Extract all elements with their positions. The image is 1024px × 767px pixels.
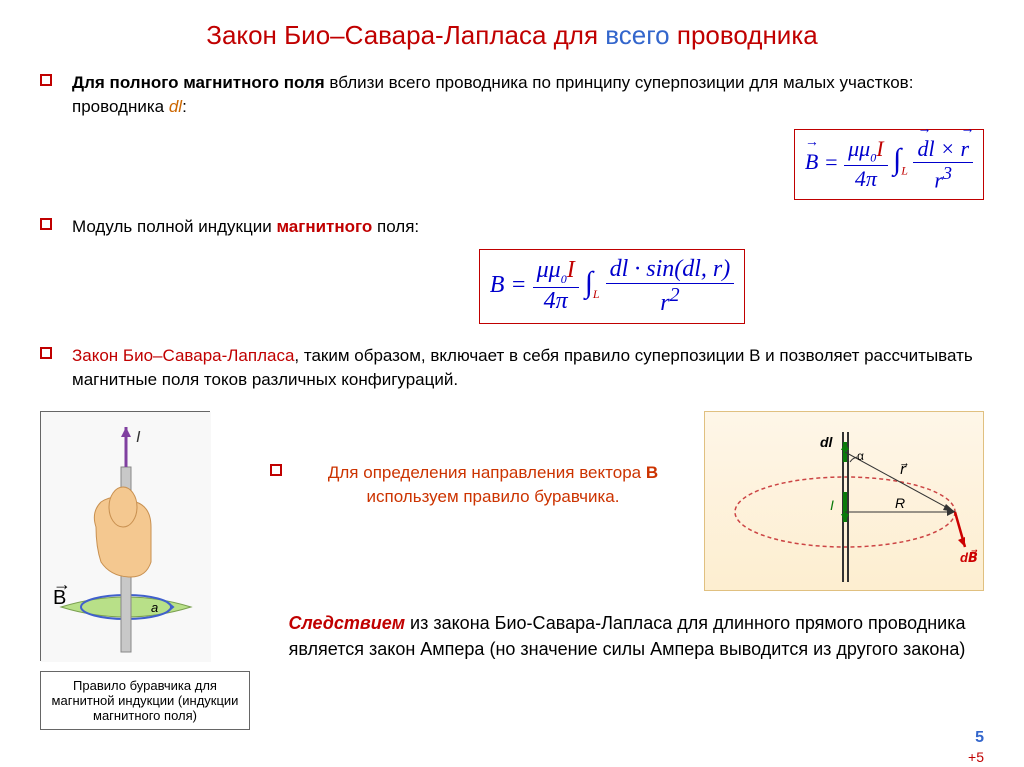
center-column: Для определения направления вектора B ис… — [270, 411, 984, 730]
label-R: R — [895, 495, 905, 511]
bullet-1-text: Для полного магнитного поля вблизи всего… — [72, 71, 984, 119]
page-title: Закон Био–Савара-Лапласа для всего прово… — [40, 20, 984, 51]
bullet-icon — [270, 464, 282, 476]
bullet-4: Для определения направления вектора B ис… — [270, 461, 684, 509]
hand-diagram: I a → B — [40, 411, 210, 661]
left-column: I a → B Правило буравчика для магнитной … — [40, 411, 240, 730]
bullet-icon — [40, 218, 52, 230]
bullet-icon — [40, 347, 52, 359]
label-B: B — [53, 587, 66, 609]
consequence-text: Следствием из закона Био-Савара-Лапласа … — [270, 611, 984, 661]
bullet-3-text: Закон Био–Савара-Лапласа, таким образом,… — [72, 344, 984, 392]
geometry-diagram: dl I r⃗ α R dB⃗ — [704, 411, 984, 591]
formula-2: B = μμ0I4π ∫L dl · sin(dl, r)r2 — [479, 249, 746, 324]
label-r: r⃗ — [900, 461, 908, 477]
label-alpha: α — [857, 449, 864, 463]
bullet-4-text: Для определения направления вектора B ис… — [302, 461, 684, 509]
formula-1-row: B = μμ0I4π ∫L dl × rr3 — [40, 129, 984, 200]
page-number: 5 — [975, 729, 984, 747]
hand-caption: Правило буравчика для магнитной индукции… — [40, 671, 250, 730]
formula-1: B = μμ0I4π ∫L dl × rr3 — [794, 129, 984, 200]
bullet-2-text: Модуль полной индукции магнитного поля: — [72, 215, 984, 239]
bullet-1: Для полного магнитного поля вблизи всего… — [40, 71, 984, 119]
label-dl: dl — [820, 434, 834, 450]
bullet-icon — [40, 74, 52, 86]
label-I: I — [136, 429, 141, 446]
label-dB: dB⃗ — [960, 550, 978, 565]
bullet-2: Модуль полной индукции магнитного поля: — [40, 215, 984, 239]
middle-section: I a → B Правило буравчика для магнитной … — [40, 411, 984, 730]
bullet-3: Закон Био–Савара-Лапласа, таким образом,… — [40, 344, 984, 392]
formula-2-row: B = μμ0I4π ∫L dl · sin(dl, r)r2 — [40, 249, 984, 324]
svg-text:a: a — [151, 600, 158, 615]
label-I-2: I — [830, 497, 834, 513]
plus-number: +5 — [968, 749, 984, 765]
